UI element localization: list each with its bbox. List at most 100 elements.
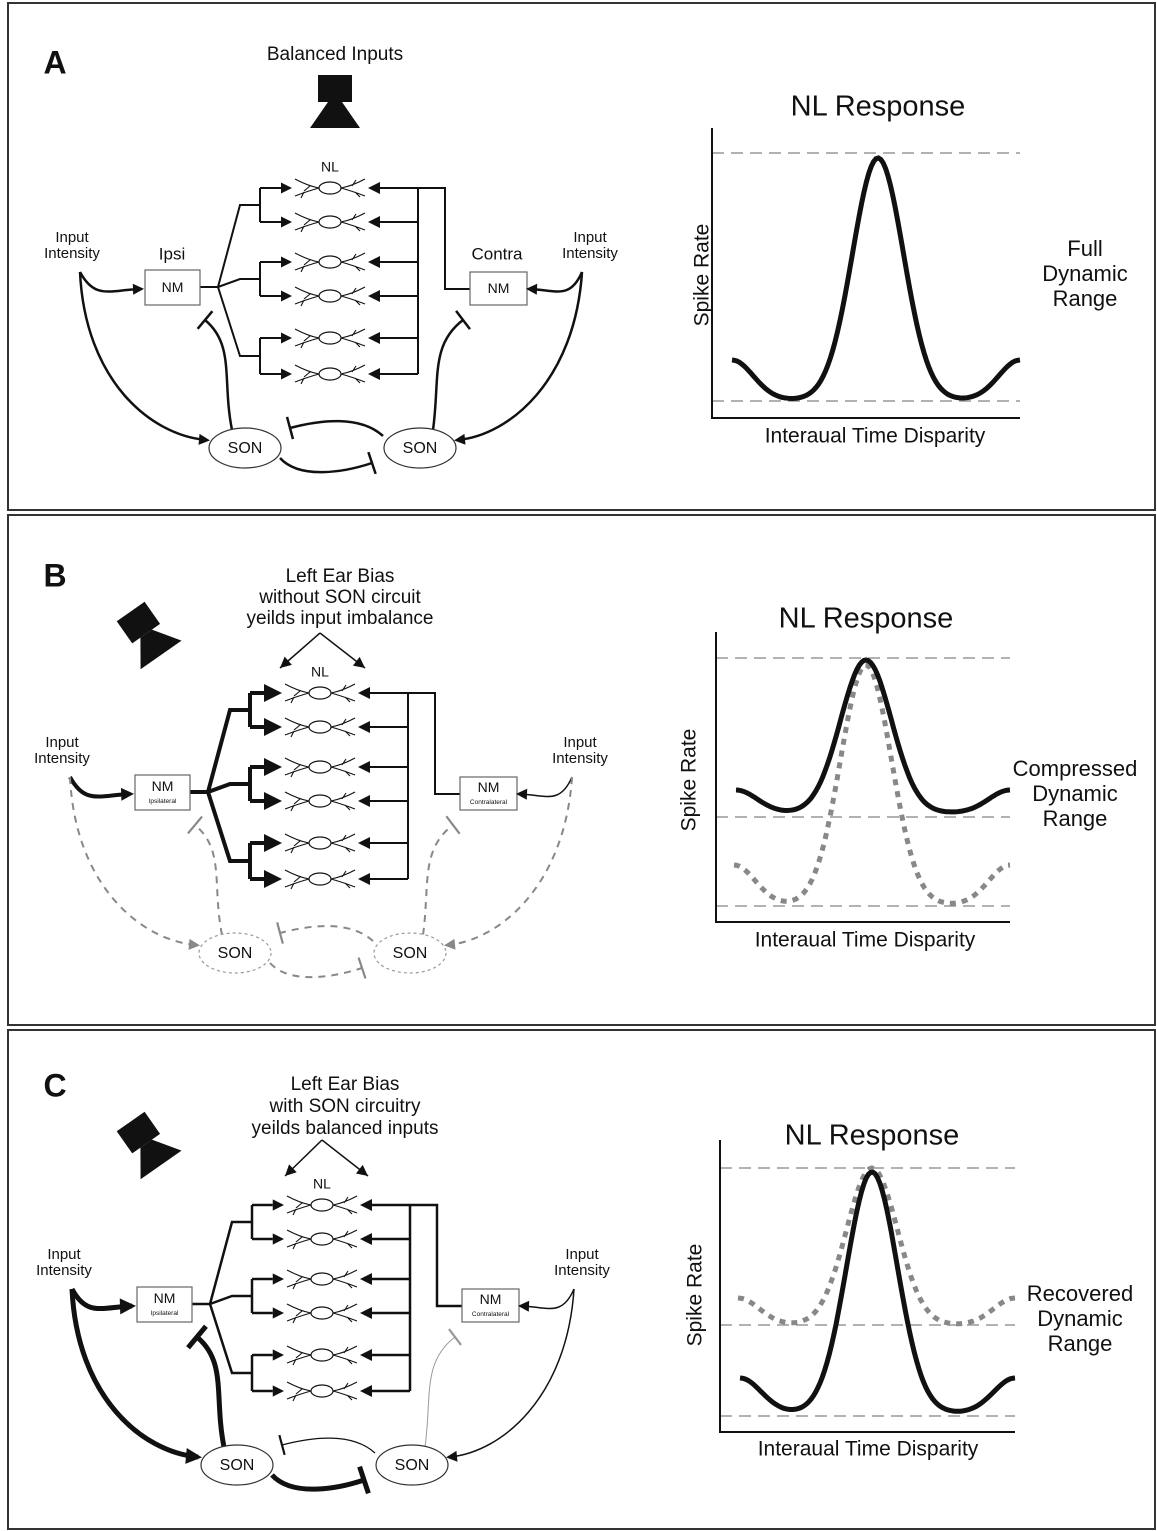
plot-title: NL Response bbox=[779, 603, 954, 635]
arrow-head bbox=[185, 1447, 202, 1464]
arrow-head bbox=[358, 837, 370, 849]
response-curve bbox=[739, 1169, 1016, 1414]
nm-label: NM bbox=[480, 1291, 502, 1307]
inhibition-bar bbox=[357, 957, 367, 979]
son-label: SON bbox=[403, 440, 438, 457]
son-node bbox=[383, 427, 457, 469]
nm-label: NM bbox=[488, 280, 510, 296]
arrow-head bbox=[368, 256, 380, 268]
circuit: NLNMIpsilateralNMContralateralInputInten… bbox=[36, 1176, 610, 1495]
arrow-head bbox=[272, 1307, 284, 1319]
connection bbox=[69, 1288, 199, 1460]
input-intensity-label: Intensity bbox=[34, 750, 90, 767]
input-intensity-label: Intensity bbox=[36, 1262, 92, 1279]
nm-label: NM bbox=[162, 279, 184, 295]
nm-label: NM bbox=[152, 778, 174, 794]
arrow-head bbox=[281, 216, 292, 228]
connection bbox=[204, 319, 234, 431]
input-intensity-label: Intensity bbox=[554, 1262, 610, 1279]
stimulus-label: with SON circuitry bbox=[269, 1096, 421, 1117]
arrow-head bbox=[444, 938, 456, 950]
stimulus-label: Balanced Inputs bbox=[267, 44, 403, 65]
son-label: SON bbox=[220, 1457, 255, 1474]
arrow-head bbox=[120, 787, 134, 801]
arrow-head bbox=[281, 256, 292, 268]
response-curve bbox=[735, 657, 1011, 815]
speaker-cone bbox=[310, 102, 360, 128]
response-curve bbox=[731, 155, 1021, 402]
inhibition-bar bbox=[285, 416, 295, 440]
inhibition-bar bbox=[196, 310, 214, 330]
arrow-head bbox=[368, 368, 380, 380]
connection bbox=[78, 271, 207, 442]
arrow-head bbox=[368, 182, 380, 194]
range-annotation: Dynamic bbox=[1037, 1306, 1123, 1331]
arrow-head bbox=[360, 1385, 372, 1397]
arrow-head bbox=[446, 1450, 458, 1462]
speaker-body bbox=[318, 75, 352, 102]
range-annotation: Compressed bbox=[1013, 756, 1138, 781]
arrow-head bbox=[264, 792, 282, 810]
son-label: SON bbox=[393, 945, 428, 962]
y-axis-label: Spike Rate bbox=[678, 729, 701, 832]
x-axis-label: Interaual Time Disparity bbox=[755, 929, 976, 952]
arrow-head bbox=[272, 1273, 284, 1285]
neuron-body bbox=[310, 1198, 334, 1212]
neuron-body bbox=[318, 289, 342, 303]
speaker-cone bbox=[140, 1139, 182, 1180]
dendrites bbox=[284, 869, 356, 890]
arrow-head bbox=[132, 283, 144, 295]
input-intensity-label: Input bbox=[563, 734, 597, 751]
connection bbox=[422, 824, 454, 936]
ipsi-label: Ipsi bbox=[159, 244, 185, 263]
neuron-body bbox=[308, 720, 332, 734]
panel-frame bbox=[7, 2, 1156, 511]
speaker-body bbox=[116, 1111, 161, 1154]
nm-sublabel: Ipsilateral bbox=[149, 798, 177, 805]
dendrites bbox=[286, 1269, 358, 1290]
panel-letter: B bbox=[43, 557, 66, 593]
dendrites bbox=[284, 791, 356, 812]
inhibition-bar bbox=[278, 1434, 286, 1456]
dendrites bbox=[284, 833, 356, 854]
arrow-head bbox=[188, 938, 200, 950]
connection bbox=[449, 1288, 575, 1458]
inhibition-bar bbox=[186, 1324, 208, 1350]
arrow-head bbox=[281, 290, 292, 302]
axon bbox=[208, 1220, 252, 1305]
neuron-body bbox=[308, 686, 332, 700]
arrow-head bbox=[358, 873, 370, 885]
arrow-head bbox=[360, 1273, 372, 1285]
range-annotation: Full bbox=[1067, 236, 1102, 261]
stimulus-label: yeilds balanced inputs bbox=[252, 1118, 439, 1139]
y-axis-label: Spike Rate bbox=[684, 1244, 707, 1347]
axon bbox=[410, 1203, 462, 1308]
plot-title: NL Response bbox=[785, 1120, 960, 1152]
neuron-body bbox=[308, 794, 332, 808]
arrow-head bbox=[119, 1298, 136, 1315]
stimulus-label: without SON circuit bbox=[258, 587, 421, 608]
inhibition-bar bbox=[367, 451, 377, 475]
neuron-body bbox=[308, 836, 332, 850]
arrow-head bbox=[280, 656, 292, 668]
arrow-head bbox=[358, 687, 370, 699]
nm-box bbox=[469, 271, 528, 306]
neuron-body bbox=[310, 1306, 334, 1320]
response-curve-unbalanced bbox=[737, 1165, 1016, 1327]
connection bbox=[289, 419, 384, 437]
connection bbox=[431, 319, 464, 431]
neuron-body bbox=[308, 872, 332, 886]
arrow-head bbox=[360, 1349, 372, 1361]
arrow-head bbox=[264, 834, 282, 852]
axon bbox=[207, 782, 250, 794]
axon bbox=[206, 708, 250, 793]
input-intensity-label: Intensity bbox=[552, 750, 608, 767]
arrow-head bbox=[272, 1233, 284, 1245]
response-curve-unbalanced bbox=[733, 662, 1011, 906]
arrow-head bbox=[368, 290, 380, 302]
connection bbox=[457, 271, 584, 442]
arrow-head bbox=[264, 684, 282, 702]
input-intensity-label: Input bbox=[45, 734, 79, 751]
arrow-head bbox=[264, 758, 282, 776]
